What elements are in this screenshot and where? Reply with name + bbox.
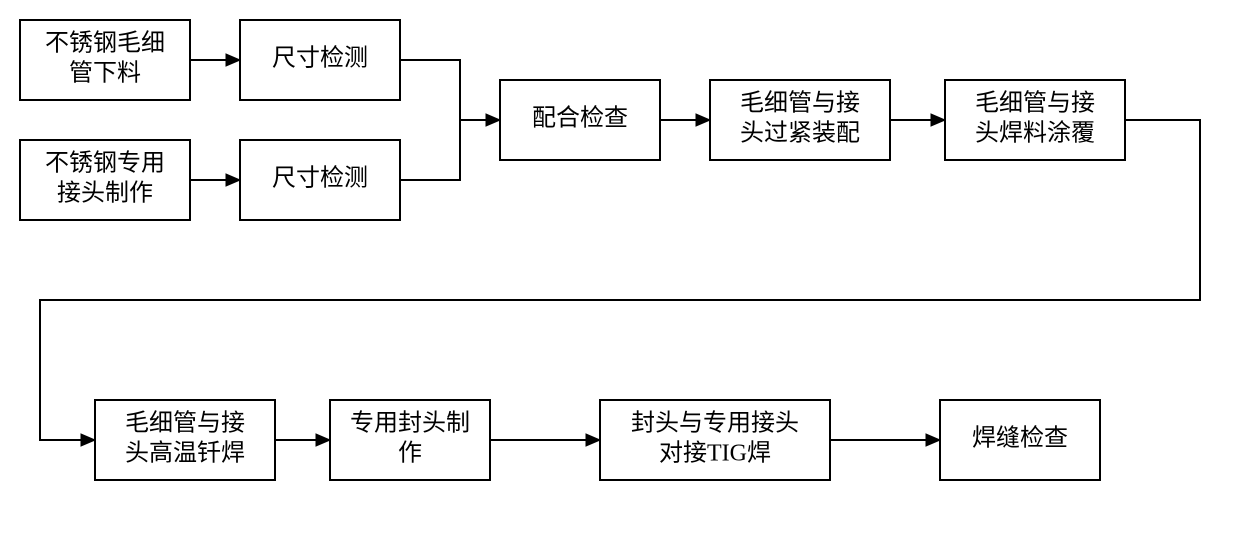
arrow-n9-n10 [586,434,600,446]
node-n6: 毛细管与接头过紧装配 [710,80,890,160]
node-n3-label-line-0: 不锈钢专用 [45,150,165,177]
arrow-n1-n2 [226,54,240,66]
node-n11: 焊缝检查 [940,400,1100,480]
node-n7-label-line-0: 毛细管与接 [975,90,1095,117]
arrow-n6-n7 [931,114,945,126]
arrow-n3-n4 [226,174,240,186]
node-n9-label-line-1: 作 [398,440,422,467]
edge-n4-n5 [400,120,500,180]
arrow-n10-n11 [926,434,940,446]
node-n10: 封头与专用接头对接TIG焊 [600,400,830,480]
arrow-n8-n9 [316,434,330,446]
node-n4-label-line-0: 尺寸检测 [272,165,368,192]
node-n3: 不锈钢专用接头制作 [20,140,190,220]
node-n2-label-line-0: 尺寸检测 [272,45,368,72]
flowchart: 不锈钢毛细管下料尺寸检测不锈钢专用接头制作尺寸检测配合检查毛细管与接头过紧装配毛… [0,0,1240,538]
node-n9: 专用封头制作 [330,400,490,480]
nodes-layer: 不锈钢毛细管下料尺寸检测不锈钢专用接头制作尺寸检测配合检查毛细管与接头过紧装配毛… [20,20,1125,480]
node-n1-label-line-1: 管下料 [69,60,141,87]
arrow-n5-n6 [696,114,710,126]
node-n7: 毛细管与接头焊料涂覆 [945,80,1125,160]
node-n11-label-line-0: 焊缝检查 [972,425,1068,452]
node-n6-label-line-1: 头过紧装配 [740,120,860,147]
node-n1: 不锈钢毛细管下料 [20,20,190,100]
node-n4: 尺寸检测 [240,140,400,220]
node-n10-label-line-1: 对接TIG焊 [659,440,771,467]
node-n8: 毛细管与接头高温钎焊 [95,400,275,480]
node-n7-label-line-1: 头焊料涂覆 [975,120,1095,147]
node-n5-label-line-0: 配合检查 [532,105,628,132]
node-n10-label-line-0: 封头与专用接头 [631,410,799,437]
node-n8-label-line-0: 毛细管与接 [125,410,245,437]
node-n2: 尺寸检测 [240,20,400,100]
node-n6-label-line-0: 毛细管与接 [740,90,860,117]
node-n1-label-line-0: 不锈钢毛细 [45,30,165,57]
node-n5: 配合检查 [500,80,660,160]
arrow-n7-n8 [81,434,95,446]
node-n8-label-line-1: 头高温钎焊 [125,440,245,467]
node-n9-label-line-0: 专用封头制 [350,410,470,437]
node-n3-label-line-1: 接头制作 [57,180,153,207]
edge-n7-n8 [40,120,1200,440]
edge-n2-n5 [400,60,486,120]
